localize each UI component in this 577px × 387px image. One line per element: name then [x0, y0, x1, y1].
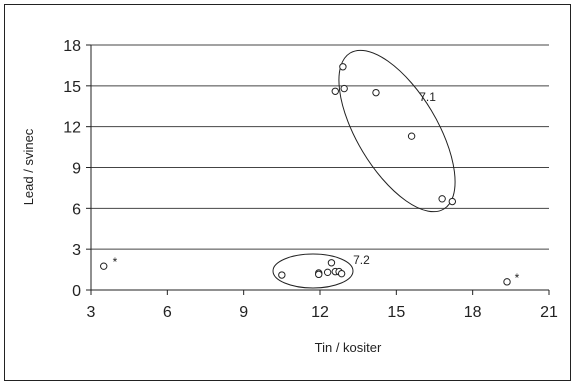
y-tick-label-6: 18: [63, 38, 81, 55]
x-tick-label-4: 15: [387, 304, 405, 321]
y-tick-labels: 0 3 6 9 12 15 18: [63, 38, 81, 300]
y-tick-label-3: 9: [72, 161, 81, 178]
star-marker-1: *: [515, 271, 520, 285]
group-label-0: 7.1: [419, 90, 436, 104]
x-axis-label: Tin / kositer: [315, 340, 382, 355]
data-point-16: [503, 278, 511, 286]
y-tick-label-4: 12: [63, 120, 81, 137]
y-tick-label-0: 0: [72, 283, 81, 300]
axes: [86, 44, 550, 295]
data-point-14: [337, 269, 346, 278]
group-label-1: 7.2: [353, 253, 370, 267]
data-point-0: [339, 63, 347, 71]
data-point-2: [340, 84, 348, 93]
data-point-15: [100, 262, 108, 270]
group-ellipse-7-1: [338, 49, 456, 213]
x-tick-label-3: 12: [311, 304, 329, 321]
y-tick-label-5: 15: [63, 79, 81, 96]
data-point-1: [331, 87, 339, 95]
annotations: 7.1 7.2 * *: [113, 90, 520, 285]
x-tick-label-6: 21: [540, 304, 558, 321]
x-tick-label-2: 9: [239, 304, 248, 321]
x-tick-labels: 3 6 9 12 15 18 21: [87, 304, 558, 321]
x-tick-label-1: 6: [163, 304, 172, 321]
group-ellipse-7-2: [272, 253, 354, 289]
data-point-4: [407, 132, 416, 140]
y-tick-label-1: 3: [72, 242, 81, 259]
x-tick-label-0: 3: [87, 304, 96, 321]
group-ellipses: [272, 49, 456, 289]
data-point-11: [327, 259, 336, 267]
data-points: [100, 63, 511, 286]
data-point-9: [315, 270, 323, 279]
x-tick-label-5: 18: [464, 304, 482, 321]
y-tick-label-2: 6: [72, 201, 81, 218]
grid-lines: [91, 44, 549, 250]
data-point-10: [323, 268, 332, 277]
data-point-3: [372, 88, 380, 97]
data-point-7: [278, 271, 286, 279]
data-point-6: [448, 197, 457, 206]
data-point-5: [438, 195, 446, 203]
chart-frame: [4, 4, 571, 381]
star-marker-0: *: [113, 255, 118, 269]
y-axis-label: Lead / svinec: [21, 128, 36, 205]
